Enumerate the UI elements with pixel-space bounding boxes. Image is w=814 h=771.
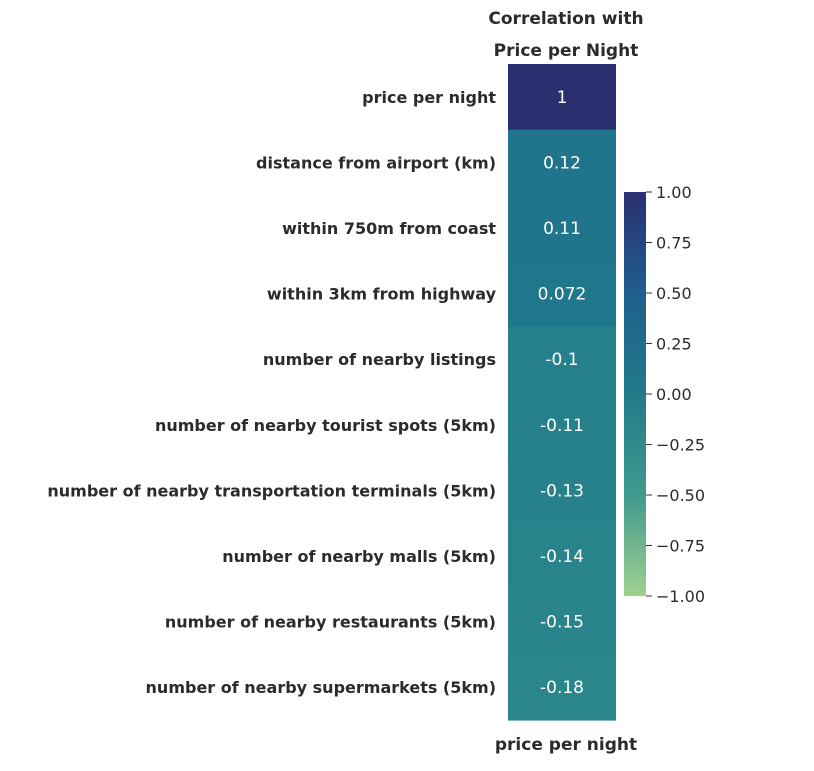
heatmap-cell	[508, 654, 616, 721]
colorbar-tick-label: −0.25	[656, 436, 705, 455]
cell-value-label: -0.1	[545, 350, 578, 370]
heatmap-cell	[508, 523, 616, 590]
cell-value-label: -0.15	[540, 613, 584, 633]
chart-title-line-2: Price per Night	[494, 41, 639, 61]
colorbar-tick-label: 1.00	[656, 183, 692, 202]
row-label: number of nearby tourist spots (5km)	[155, 416, 496, 435]
colorbar-tick-label: 0.25	[656, 335, 692, 354]
heatmap-cell	[508, 457, 616, 524]
cell-value-label: 0.072	[538, 285, 587, 305]
cell-value-labels: 1 0.12 0.11 0.072 -0.1 -0.11 -0.13 -0.14 -0.15 -0…	[538, 88, 587, 698]
cell-value-label: -0.11	[540, 416, 584, 436]
colorbar-tick-label: −1.00	[656, 587, 705, 606]
row-label: number of nearby malls (5km)	[222, 547, 496, 566]
heatmap-cell	[508, 260, 616, 327]
heatmap-cell	[508, 588, 616, 655]
cell-value-label: 0.12	[543, 153, 581, 173]
heatmap-cell	[508, 129, 616, 196]
colorbar-tick-label: −0.50	[656, 486, 705, 505]
colorbar-tick-label: 0.00	[656, 385, 692, 404]
colorbar-tick-label: −0.75	[656, 537, 705, 556]
row-label: number of nearby supermarkets (5km)	[146, 678, 496, 697]
row-label: number of nearby restaurants (5km)	[165, 613, 496, 632]
row-label: within 750m from coast	[282, 219, 496, 238]
heatmap-cells	[508, 64, 616, 721]
heatmap-cell	[508, 326, 616, 393]
row-label: distance from airport (km)	[256, 153, 496, 172]
cell-value-label: -0.13	[540, 481, 584, 501]
row-label: price per night	[362, 88, 496, 107]
cell-value-label: 0.11	[543, 219, 581, 239]
chart-title-line-1: Correlation with	[488, 9, 643, 29]
cell-value-label: 1	[557, 88, 568, 108]
x-tick-label: price per night	[495, 735, 637, 755]
colorbar-tick-label: 0.50	[656, 284, 692, 303]
colorbar-gradient	[624, 192, 646, 596]
heatmap-cell	[508, 195, 616, 262]
cell-value-label: -0.18	[540, 678, 584, 698]
colorbar-tick-label: 0.75	[656, 234, 692, 253]
row-labels: price per night distance from airport (km…	[47, 88, 496, 697]
row-label: number of nearby listings	[263, 350, 496, 369]
row-label: within 3km from highway	[267, 285, 497, 304]
heatmap-cell	[508, 64, 616, 131]
cell-value-label: -0.14	[540, 547, 584, 567]
colorbar: 1.00 0.75 0.50 0.25 0.00 −0.25 −0.50 −0.75 −1.00	[624, 183, 705, 606]
heatmap-cell	[508, 392, 616, 459]
row-label: number of nearby transportation terminal…	[47, 481, 496, 500]
